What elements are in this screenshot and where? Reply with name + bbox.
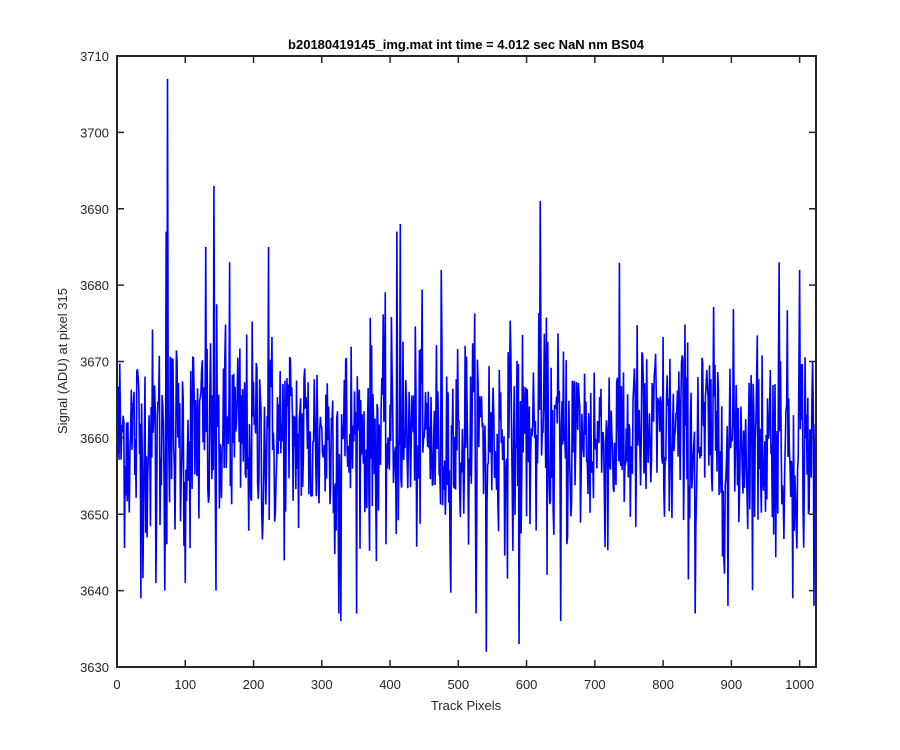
axes-layer: 0 100 200 300 400 500 600 700 800 900 1000 3630 3640… — [80, 49, 817, 692]
x-tick-label: 800 — [652, 677, 674, 692]
x-tick-label: 600 — [516, 677, 538, 692]
y-axis-label: Signal (ADU) at pixel 315 — [55, 288, 70, 434]
x-axis-label: Track Pixels — [431, 698, 502, 713]
y-tick-label: 3690 — [80, 202, 109, 217]
x-tick-label: 500 — [447, 677, 469, 692]
x-tick-label: 700 — [584, 677, 606, 692]
x-tick-label: 300 — [311, 677, 333, 692]
y-tick-label: 3710 — [80, 49, 109, 64]
y-tick-label: 3630 — [80, 660, 109, 675]
x-tick-label: 100 — [174, 677, 196, 692]
y-tick-label: 3650 — [80, 507, 109, 522]
series-layer — [116, 78, 817, 652]
y-tick-label: 3700 — [80, 125, 109, 140]
x-tick-label: 400 — [379, 677, 401, 692]
chart-title: b20180419145_img.mat int time = 4.012 se… — [288, 37, 645, 52]
y-tick-label: 3670 — [80, 355, 109, 370]
x-tick-label: 900 — [721, 677, 743, 692]
x-tick-label: 1000 — [785, 677, 814, 692]
y-tick-label: 3660 — [80, 431, 109, 446]
x-tick-label: 0 — [113, 677, 120, 692]
y-tick-label: 3680 — [80, 278, 109, 293]
x-tick-label: 200 — [243, 677, 265, 692]
series-line — [116, 78, 817, 652]
y-tick-label: 3640 — [80, 584, 109, 599]
